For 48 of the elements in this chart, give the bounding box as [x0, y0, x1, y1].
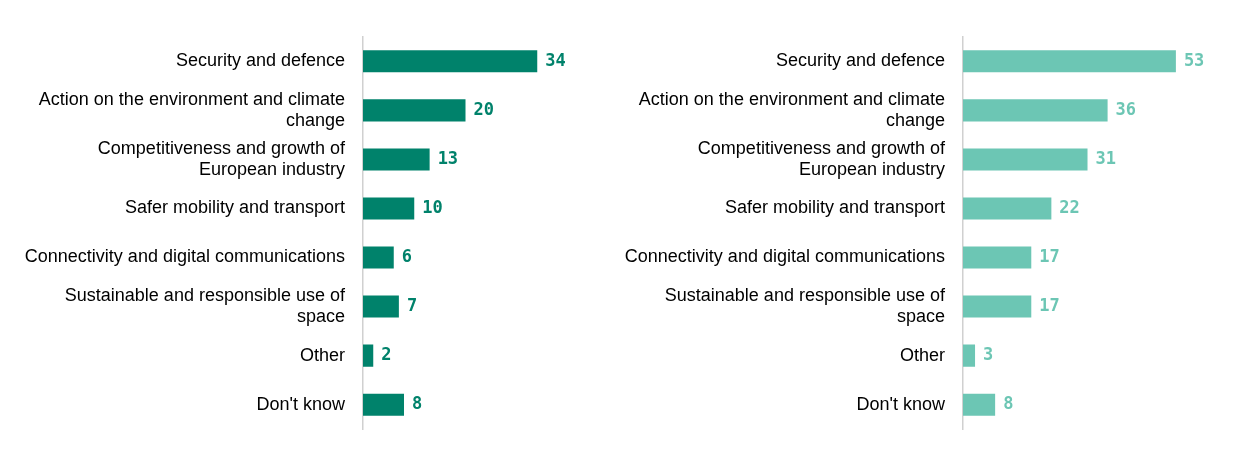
bar	[363, 246, 394, 269]
bar	[363, 197, 415, 220]
bar	[363, 50, 538, 73]
y-tick-label: Sustainable and responsible use of space	[64, 284, 346, 327]
data-label: 10	[422, 196, 443, 217]
data-label: 31	[1095, 147, 1116, 168]
y-tick-label: Competitiveness and growth of European industry	[697, 137, 946, 180]
data-label: 6	[401, 245, 412, 266]
bar	[963, 50, 1176, 73]
y-tick-label: Connectivity and digital communications	[624, 246, 945, 267]
bar	[963, 295, 1032, 318]
data-label: 22	[1059, 196, 1080, 217]
data-label: 3	[983, 344, 994, 365]
y-tick-label: Other	[899, 344, 945, 365]
data-label: 36	[1115, 98, 1137, 119]
data-label: 2	[381, 344, 392, 365]
bar	[963, 246, 1032, 269]
data-label: 17	[1039, 295, 1060, 315]
data-label: 34	[545, 49, 566, 70]
data-label: 8	[1003, 393, 1014, 414]
bar	[963, 393, 996, 416]
y-tick-label: Security and defence	[175, 50, 345, 71]
data-label: 13	[437, 147, 459, 168]
y-tick-label: Action on the environment and climate change	[638, 88, 945, 131]
y-tick-label: Sustainable and responsible use of space	[664, 284, 946, 327]
data-label: 53	[1183, 49, 1205, 70]
bar	[363, 295, 399, 318]
y-tick-label: Don't know	[256, 393, 346, 414]
data-label: 7	[406, 295, 418, 315]
bar	[363, 148, 430, 171]
bar	[363, 344, 374, 367]
bar	[963, 99, 1108, 122]
y-tick-label: Competitiveness and growth of European industry	[97, 137, 346, 180]
bar	[963, 148, 1088, 171]
y-tick-label: Safer mobility and transport	[724, 197, 945, 218]
bar	[963, 197, 1052, 220]
y-tick-label: Safer mobility and transport	[124, 197, 345, 218]
y-tick-label: Action on the environment and climate change	[38, 88, 345, 131]
bar	[963, 344, 976, 367]
bar	[363, 99, 466, 122]
data-label: 17	[1039, 245, 1060, 266]
data-label: 20	[473, 98, 494, 119]
y-tick-label: Other	[299, 344, 345, 365]
bar	[363, 393, 404, 416]
data-label: 8	[412, 393, 423, 414]
y-tick-label: Connectivity and digital communications	[24, 246, 345, 267]
y-tick-label: Don't know	[856, 393, 946, 414]
y-tick-label: Security and defence	[775, 50, 945, 71]
